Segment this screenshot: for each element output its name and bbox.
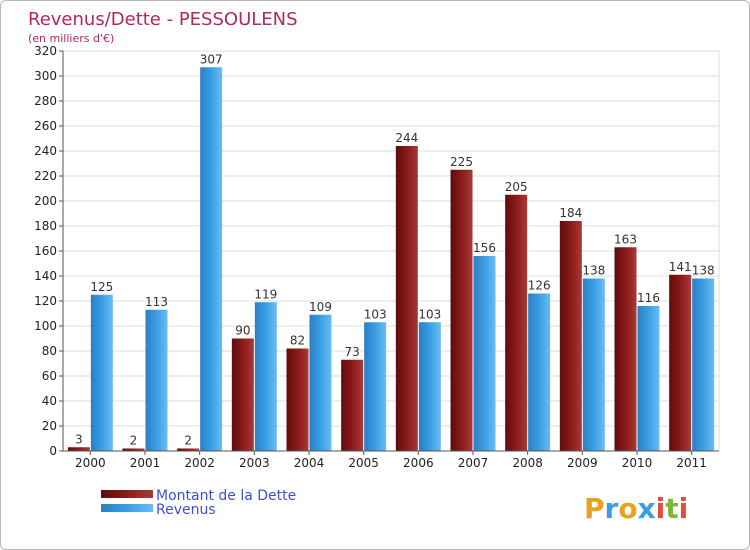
y-tick-label: 0 [49,444,57,458]
bar-debt-2008 [505,194,528,451]
data-label-revenus-2008: 126 [528,279,551,293]
data-label-debt-2009: 184 [559,206,582,220]
data-label-debt-2001: 2 [130,434,138,448]
logo-letter: o [618,492,637,525]
bar-revenus-2004 [309,314,332,451]
logo-letter: i [679,492,689,525]
legend-swatch-debt [101,490,153,498]
y-tick-label: 80 [42,344,57,358]
data-label-debt-2002: 2 [184,434,192,448]
logo-letter: r [605,492,619,525]
data-label-debt-2005: 73 [345,345,360,359]
y-tick-label: 240 [34,144,57,158]
logo-letter: P [584,492,605,525]
data-label-debt-2003: 90 [235,324,250,338]
x-tick-label: 2006 [403,456,434,470]
x-tick-label: 2004 [294,456,325,470]
y-tick-label: 260 [34,119,57,133]
x-tick-label: 2002 [184,456,215,470]
data-label-debt-2006: 244 [395,131,418,145]
bar-revenus-2008 [528,293,551,451]
bar-revenus-2009 [582,278,605,451]
bar-revenus-2007 [473,256,496,451]
data-label-revenus-2005: 103 [364,307,387,321]
y-tick-label: 160 [34,244,57,258]
data-label-revenus-2002: 307 [200,52,223,66]
y-tick-label: 120 [34,294,57,308]
legend-label-revenus: Revenus [156,502,216,518]
y-tick-label: 200 [34,194,57,208]
logo-letter: t [665,492,678,525]
y-tick-label: 100 [34,319,57,333]
y-tick-label: 300 [34,69,57,83]
data-label-revenus-2004: 109 [309,300,332,314]
bar-debt-2007 [450,169,473,451]
data-label-revenus-2009: 138 [582,264,605,278]
logo-text: Proxiti [584,492,688,525]
bar-debt-2001 [122,448,145,451]
y-tick-label: 140 [34,269,57,283]
data-label-revenus-2000: 125 [90,280,113,294]
bar-debt-2000 [67,447,90,451]
y-tick-label: 60 [42,369,57,383]
bar-debt-2009 [559,221,582,451]
bars: 3 125 2 113 2 307 90 119 82 109 73 103 244 103 225 156 2… [67,52,715,451]
bar-revenus-2006 [418,322,441,451]
x-axis: 2000 2001 2002 2003 2004 2005 2006 2007 2008 2009… [63,450,719,470]
x-tick-label: 2001 [130,456,161,470]
bar-revenus-2000 [90,294,113,451]
y-tick-label: 180 [34,219,57,233]
y-tick-label: 220 [34,169,57,183]
x-tick-label: 2000 [75,456,106,470]
data-label-debt-2010: 163 [614,232,637,246]
bar-revenus-2011 [692,278,715,451]
bar-revenus-2002 [200,67,223,451]
data-label-revenus-2007: 156 [473,241,496,255]
data-label-debt-2004: 82 [290,334,305,348]
x-tick-label: 2009 [567,456,598,470]
x-tick-label: 2010 [622,456,653,470]
data-label-revenus-2010: 116 [637,291,660,305]
bar-revenus-2010 [637,306,660,451]
proxiti-logo: Proxiti [584,492,688,525]
logo-letter: x [638,492,656,525]
data-label-debt-2011: 141 [669,260,692,274]
y-axis: 0 20 40 60 80 100 120 140 160 180 200 220 240 260 280 3… [34,44,64,458]
data-label-debt-2007: 225 [450,155,473,169]
bar-debt-2003 [231,338,254,451]
data-label-revenus-2001: 113 [145,295,168,309]
x-tick-label: 2011 [676,456,707,470]
bar-revenus-2001 [145,309,168,451]
legend-label-debt: Montant de la Dette [156,488,296,504]
bar-debt-2002 [177,448,200,451]
y-tick-label: 40 [42,394,57,408]
data-label-revenus-2003: 119 [254,287,277,301]
y-tick-label: 20 [42,419,57,433]
y-tick-label: 320 [34,44,57,58]
bar-debt-2005 [341,359,364,451]
bar-debt-2004 [286,348,309,451]
bar-revenus-2003 [254,302,277,451]
bar-debt-2010 [614,247,637,451]
data-label-revenus-2011: 138 [692,264,715,278]
grid-lines [62,50,720,452]
x-tick-label: 2008 [512,456,543,470]
data-label-debt-2008: 205 [505,180,528,194]
chart-title: Revenus/Dette - PESSOULENS [28,9,298,30]
bar-revenus-2005 [364,322,387,451]
bar-debt-2006 [395,146,418,451]
legend-swatch-revenus [101,504,153,512]
bar-debt-2011 [669,274,692,451]
x-tick-label: 2003 [239,456,270,470]
chart-subtitle: (en milliers d'€) [28,32,114,45]
y-tick-label: 280 [34,94,57,108]
data-label-revenus-2006: 103 [418,307,441,321]
logo-letter: i [656,492,666,525]
data-label-debt-2000: 3 [75,432,83,446]
x-tick-label: 2005 [348,456,379,470]
x-tick-label: 2007 [458,456,489,470]
